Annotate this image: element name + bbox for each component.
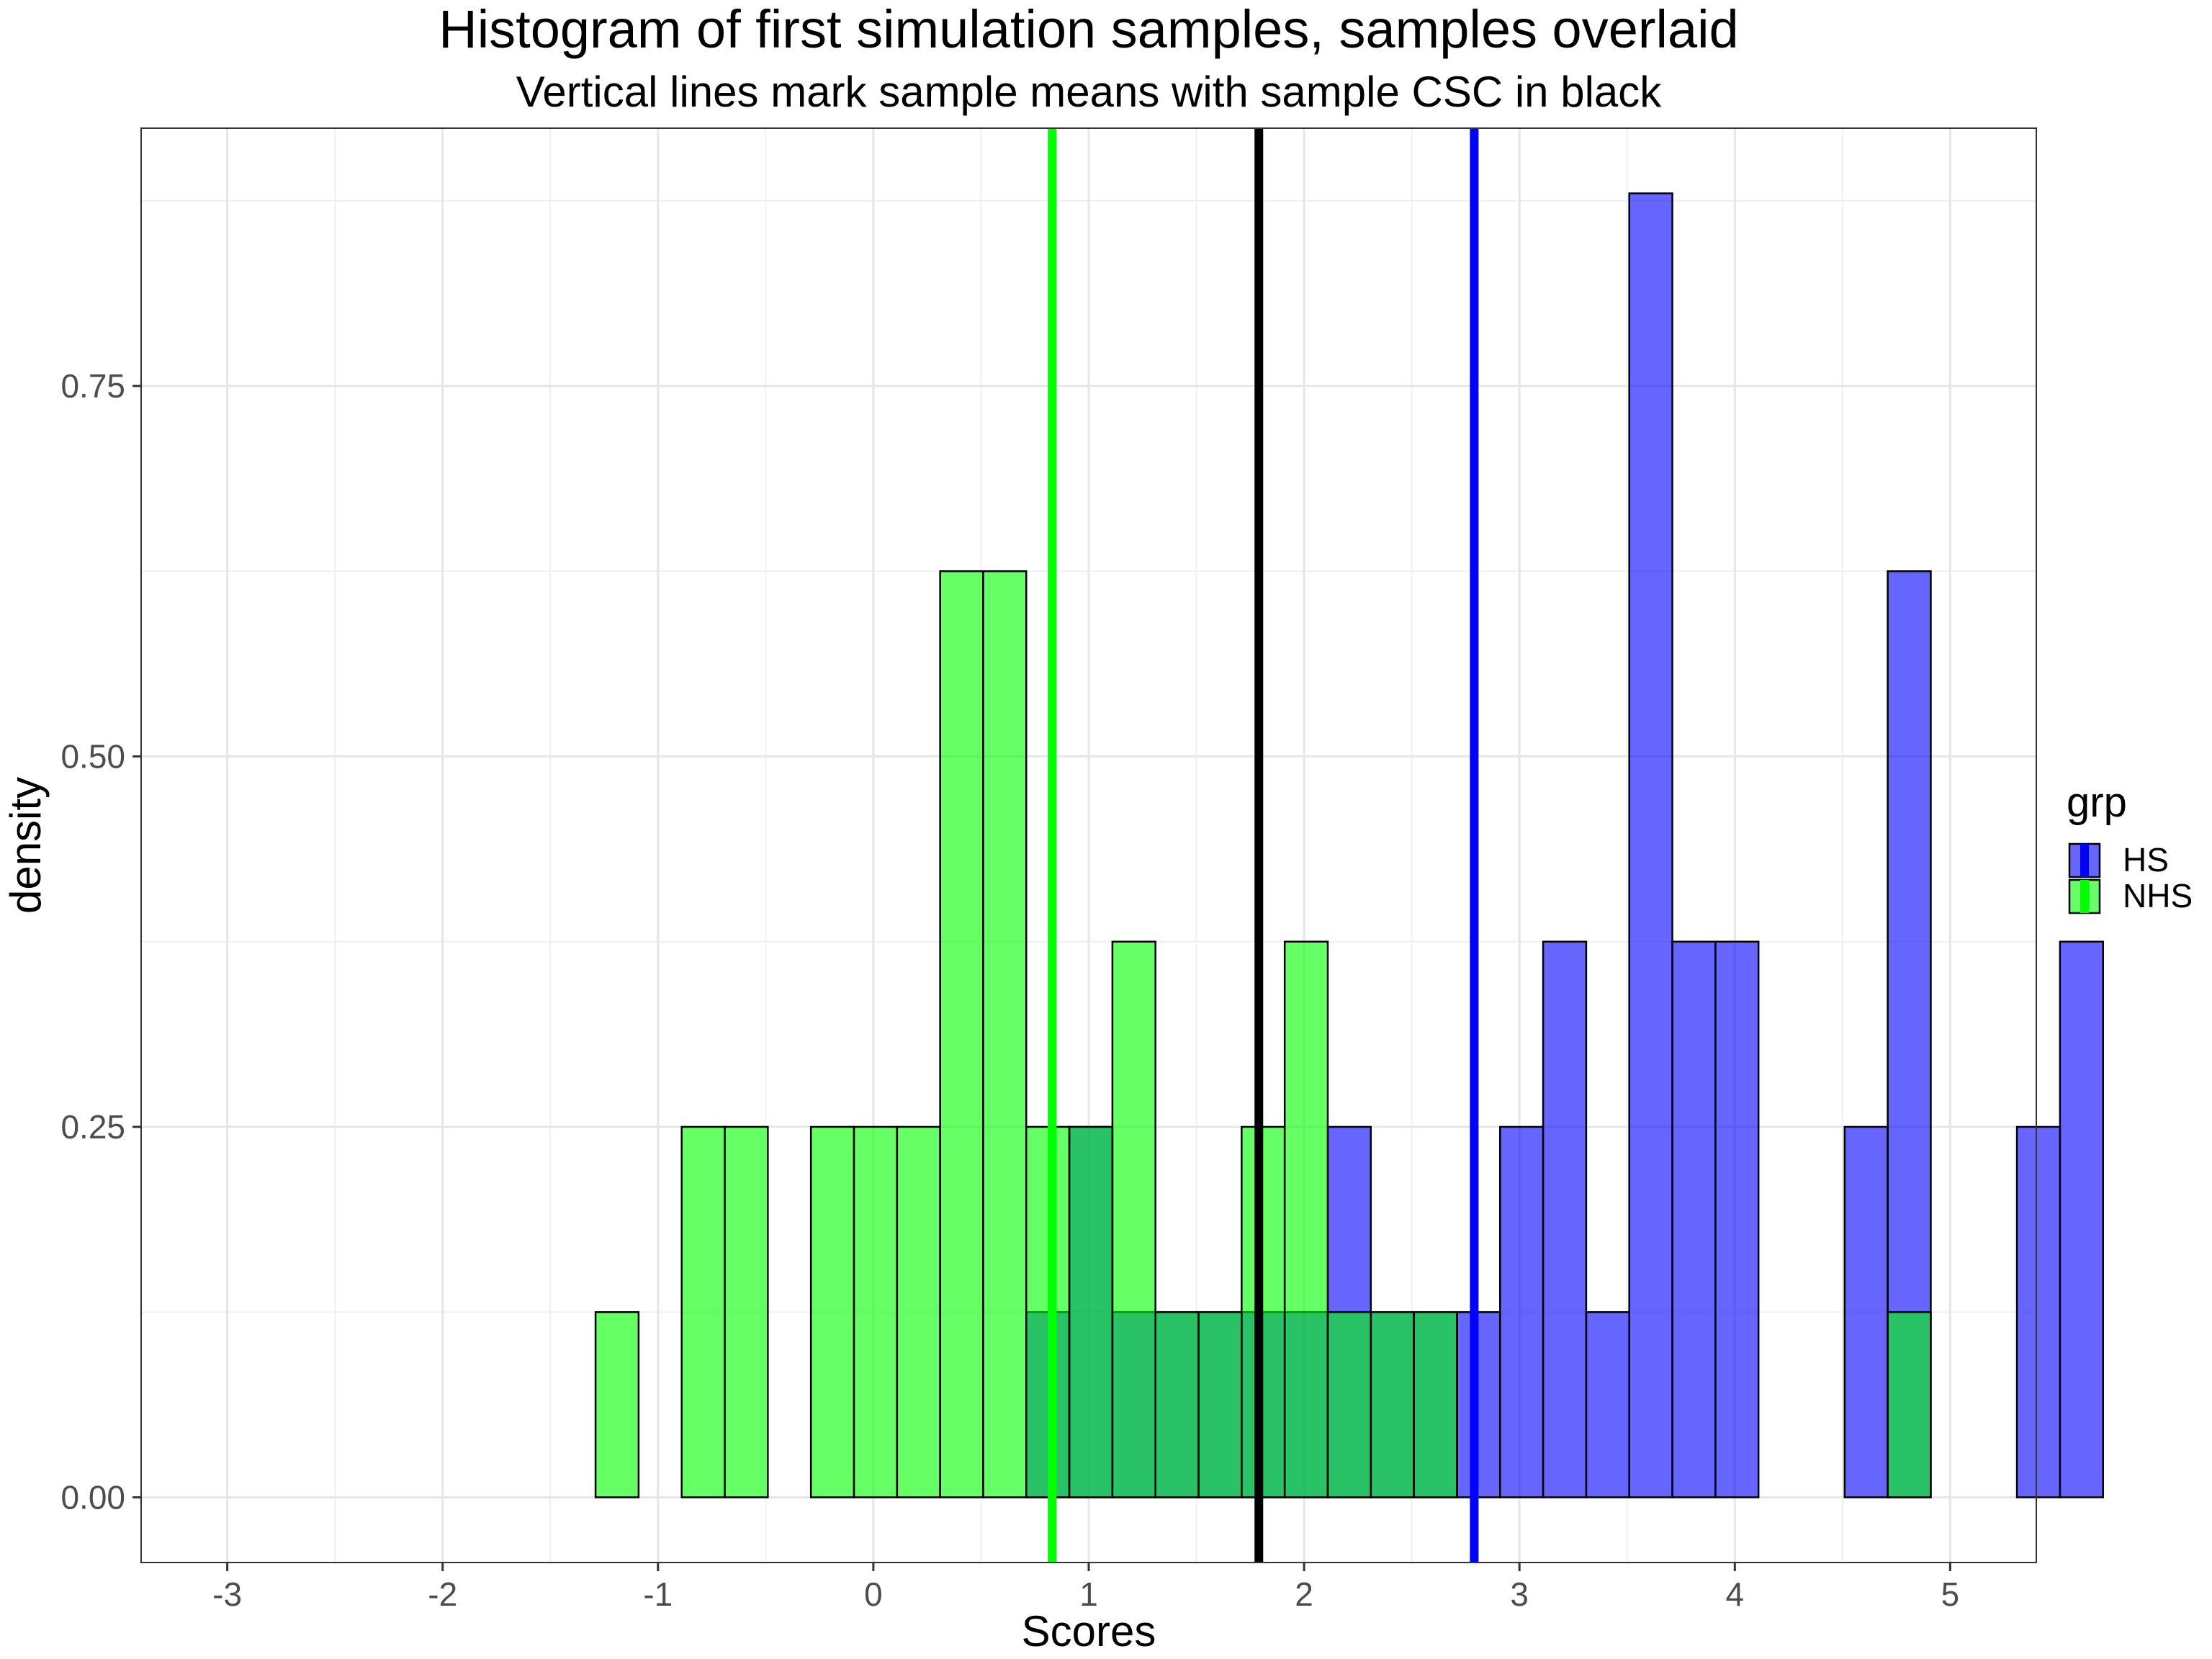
- nhs-bar: [1413, 1310, 1458, 1498]
- x-tick-label: 4: [1725, 1575, 1744, 1613]
- hs-bar: [1671, 940, 1717, 1498]
- nhs-bar: [1283, 940, 1329, 1498]
- nhs-bar: [896, 1125, 941, 1498]
- legend-key: [2068, 878, 2101, 914]
- nhs-bar: [1197, 1310, 1243, 1498]
- hs-bar: [1843, 1125, 1889, 1498]
- hs-bar: [1714, 940, 1760, 1498]
- nhs-bars: [594, 570, 1932, 1498]
- mean-lines: [1048, 128, 1479, 1563]
- hs-bar: [2015, 1125, 2062, 1498]
- nhs-bar: [680, 1125, 726, 1498]
- chart-subtitle: Vertical lines mark sample means with sa…: [516, 68, 1663, 116]
- hs-bar: [2059, 940, 2104, 1498]
- x-axis-title: Scores: [1022, 1607, 1156, 1655]
- nhs-bar: [594, 1310, 640, 1498]
- legend-label: NHS: [2123, 877, 2193, 914]
- nhs-bar: [1154, 1310, 1200, 1498]
- nhs-bar: [1326, 1310, 1372, 1498]
- x-tick-label: -1: [643, 1575, 673, 1613]
- legend-key: [2068, 842, 2101, 878]
- nhs-bar: [1111, 940, 1156, 1498]
- x-tick-label: -2: [428, 1575, 457, 1613]
- y-tick-label: 0.00: [60, 1478, 125, 1516]
- x-tick-label: -3: [212, 1575, 242, 1613]
- nhs-bar: [724, 1125, 769, 1498]
- x-tick-label: 3: [1510, 1575, 1529, 1613]
- y-tick-label: 0.50: [60, 738, 125, 775]
- nhs-bar: [1068, 1125, 1114, 1498]
- y-tick-label: 0.75: [60, 367, 125, 405]
- hs-bar: [1585, 1310, 1630, 1498]
- x-tick-label: 2: [1295, 1575, 1313, 1613]
- x-tick-label: 1: [1079, 1575, 1098, 1613]
- nhs-bar: [939, 570, 984, 1498]
- legend-label: HS: [2123, 841, 2169, 878]
- chart-title: Histogram of first simulation samples, s…: [439, 0, 1738, 59]
- x-tick-label: 5: [1941, 1575, 1960, 1613]
- nhs-bar: [1370, 1310, 1415, 1498]
- y-tick-label: 0.25: [60, 1108, 125, 1146]
- nhs-bar: [982, 570, 1028, 1498]
- nhs-bar: [853, 1125, 899, 1498]
- x-tick-label: 0: [864, 1575, 883, 1613]
- nhs-bar: [1887, 1310, 1932, 1498]
- hs-bar: [1499, 1125, 1545, 1498]
- legend-title: grp: [2067, 779, 2127, 826]
- hs-bar: [1628, 192, 1673, 1498]
- y-axis-title: density: [1, 777, 50, 914]
- hs-bar: [1542, 940, 1588, 1498]
- y-axis-ticks: 0.00 0.25 0.50 0.75: [60, 367, 141, 1516]
- x-axis-ticks: -3 -2 -1 0 1 2 3 4 5: [212, 1563, 1959, 1613]
- nhs-bar: [809, 1125, 855, 1498]
